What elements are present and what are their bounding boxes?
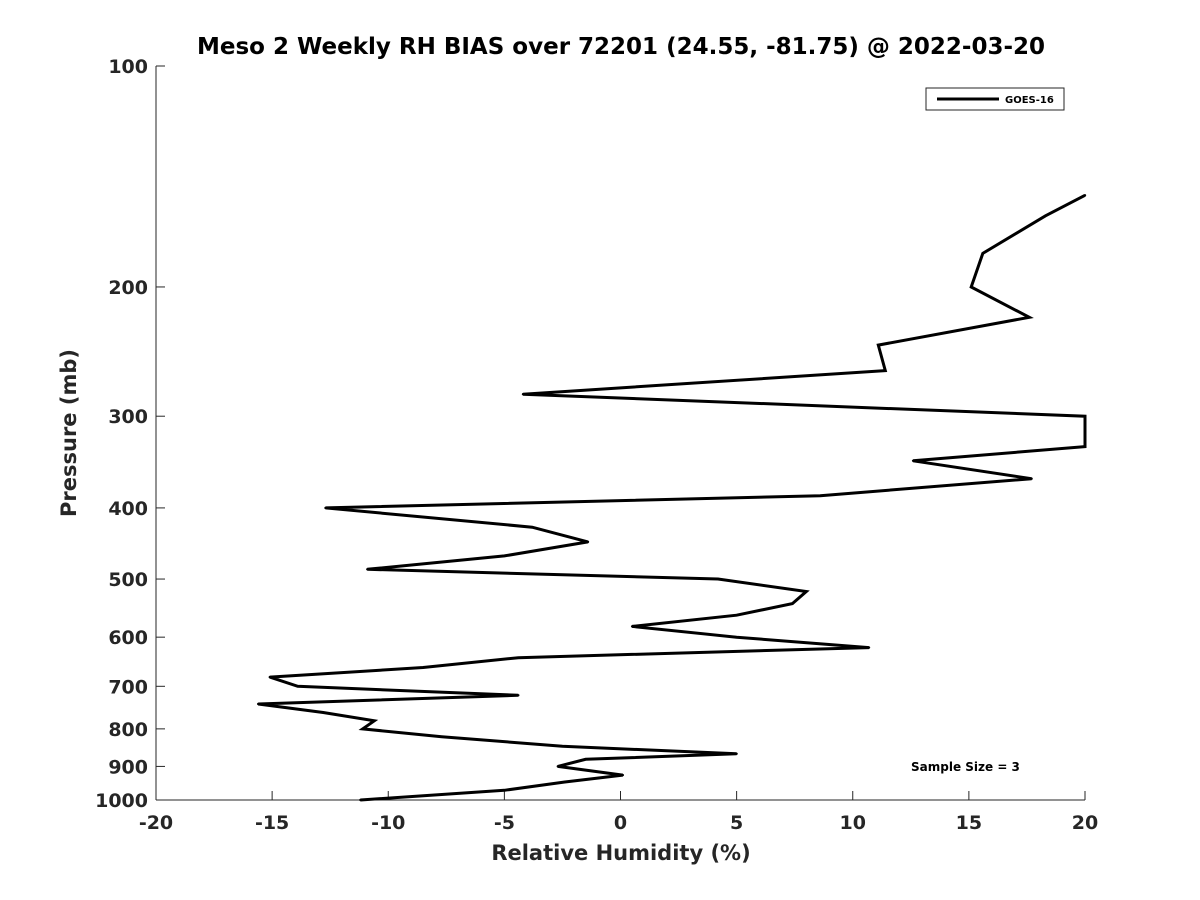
y-tick-label: 900 [108,756,148,778]
data-point [716,577,720,581]
data-point [735,752,738,755]
data-point [257,702,260,706]
data-point [517,656,520,659]
y-tick-label: 300 [108,406,148,428]
data-point [440,735,443,738]
data-point [503,554,506,558]
data-point [877,343,880,347]
data-point [517,694,520,697]
data-point [366,568,369,571]
y-tick-label: 400 [108,498,148,520]
x-tick-label: -10 [371,812,405,834]
y-tick-label: 600 [108,627,148,649]
data-point [296,685,299,688]
data-point [621,773,624,777]
x-tick-label: -20 [139,812,173,834]
data-point [630,625,634,628]
data-point [1083,415,1087,418]
data-point [556,765,559,768]
data-point [735,636,738,639]
y-tick-label: 100 [108,56,148,78]
data-point [981,252,984,255]
y-tick-label: 200 [108,277,148,299]
data-point [805,590,808,593]
data-point [1030,477,1033,480]
data-point [359,798,362,802]
data-point [735,614,738,617]
y-axis-label: Pressure (mb) [57,349,81,517]
x-tick-label: 10 [840,812,866,834]
data-point [373,719,376,722]
data-point [1083,194,1087,197]
data-point [586,540,590,544]
x-tick-label: -5 [494,812,515,834]
data-point [884,369,887,372]
data-point [268,675,271,679]
data-point [531,526,534,529]
data-point [322,711,325,714]
x-tick-label: 15 [956,812,982,834]
x-tick-label: 0 [614,812,627,834]
data-point [563,780,566,784]
series-layer [257,193,1087,802]
x-axis-label: Relative Humidity (%) [491,841,750,865]
y-tick-label: 500 [108,569,148,591]
data-point [421,666,425,669]
legend: GOES-16 [925,87,1065,111]
x-tick-label: 5 [730,812,743,834]
y-tick-label: 700 [108,676,148,698]
data-point [503,789,506,792]
data-point [324,506,327,510]
x-tick-label: 20 [1072,812,1098,834]
data-point [911,459,915,462]
data-point [521,393,525,396]
data-point [819,494,822,497]
chart-title: Meso 2 Weekly RH BIAS over 72201 (24.55,… [197,34,1045,60]
legend-entry-goes-16: GOES-16 [1005,95,1054,106]
sample-size-annotation: Sample Size = 3 [911,760,1020,774]
data-point [584,758,587,761]
data-point [361,727,364,731]
data-point [1028,316,1031,319]
x-tick-label: -15 [255,812,289,834]
data-point [867,646,871,649]
data-point [561,745,564,748]
y-tick-label: 800 [108,719,148,741]
plot-axes: -20 -15 -10 -5 0 5 10 15 20 100 200 300 400 500 600 700… [95,56,1098,834]
data-point [791,602,794,605]
data-point [1044,214,1047,217]
y-tick-label: 1000 [95,790,148,812]
data-point [1083,445,1087,448]
data-point [970,285,973,289]
